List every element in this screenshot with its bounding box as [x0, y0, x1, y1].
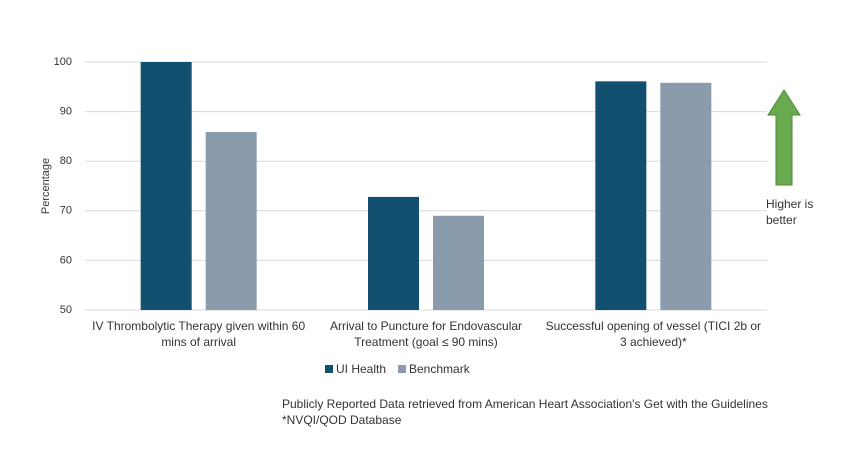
bar	[205, 131, 257, 310]
bar	[368, 196, 419, 310]
source-note: *NVQI/QOD Database	[282, 413, 402, 427]
legend-swatch	[398, 365, 406, 373]
legend-label: Benchmark	[409, 362, 470, 376]
x-tick-label: IV Thrombolytic Therapy given within 60 …	[92, 319, 306, 349]
y-axis-label: Percentage	[40, 158, 52, 214]
higher-arrow	[767, 89, 801, 186]
legend-swatch	[325, 365, 333, 373]
source-note: Publicly Reported Data retrieved from Am…	[282, 397, 768, 411]
x-tick-label: Successful opening of vessel (TICI 2b or…	[545, 319, 762, 349]
annotation: Higher is better	[766, 197, 814, 227]
y-tick-label: 80	[60, 155, 72, 167]
y-tick-label: 50	[60, 304, 72, 316]
y-tick-label: 100	[54, 56, 72, 68]
y-tick-label: 70	[60, 205, 72, 217]
bar	[595, 81, 647, 311]
bar	[140, 62, 192, 310]
legend-label: UI Health	[336, 362, 387, 376]
x-tick-label: Arrival to Puncture for Endovascular Tre…	[329, 319, 523, 349]
y-tick-label: 90	[60, 106, 72, 118]
y-tick-label: 60	[60, 254, 72, 266]
bar	[433, 215, 484, 310]
bar	[660, 82, 712, 310]
